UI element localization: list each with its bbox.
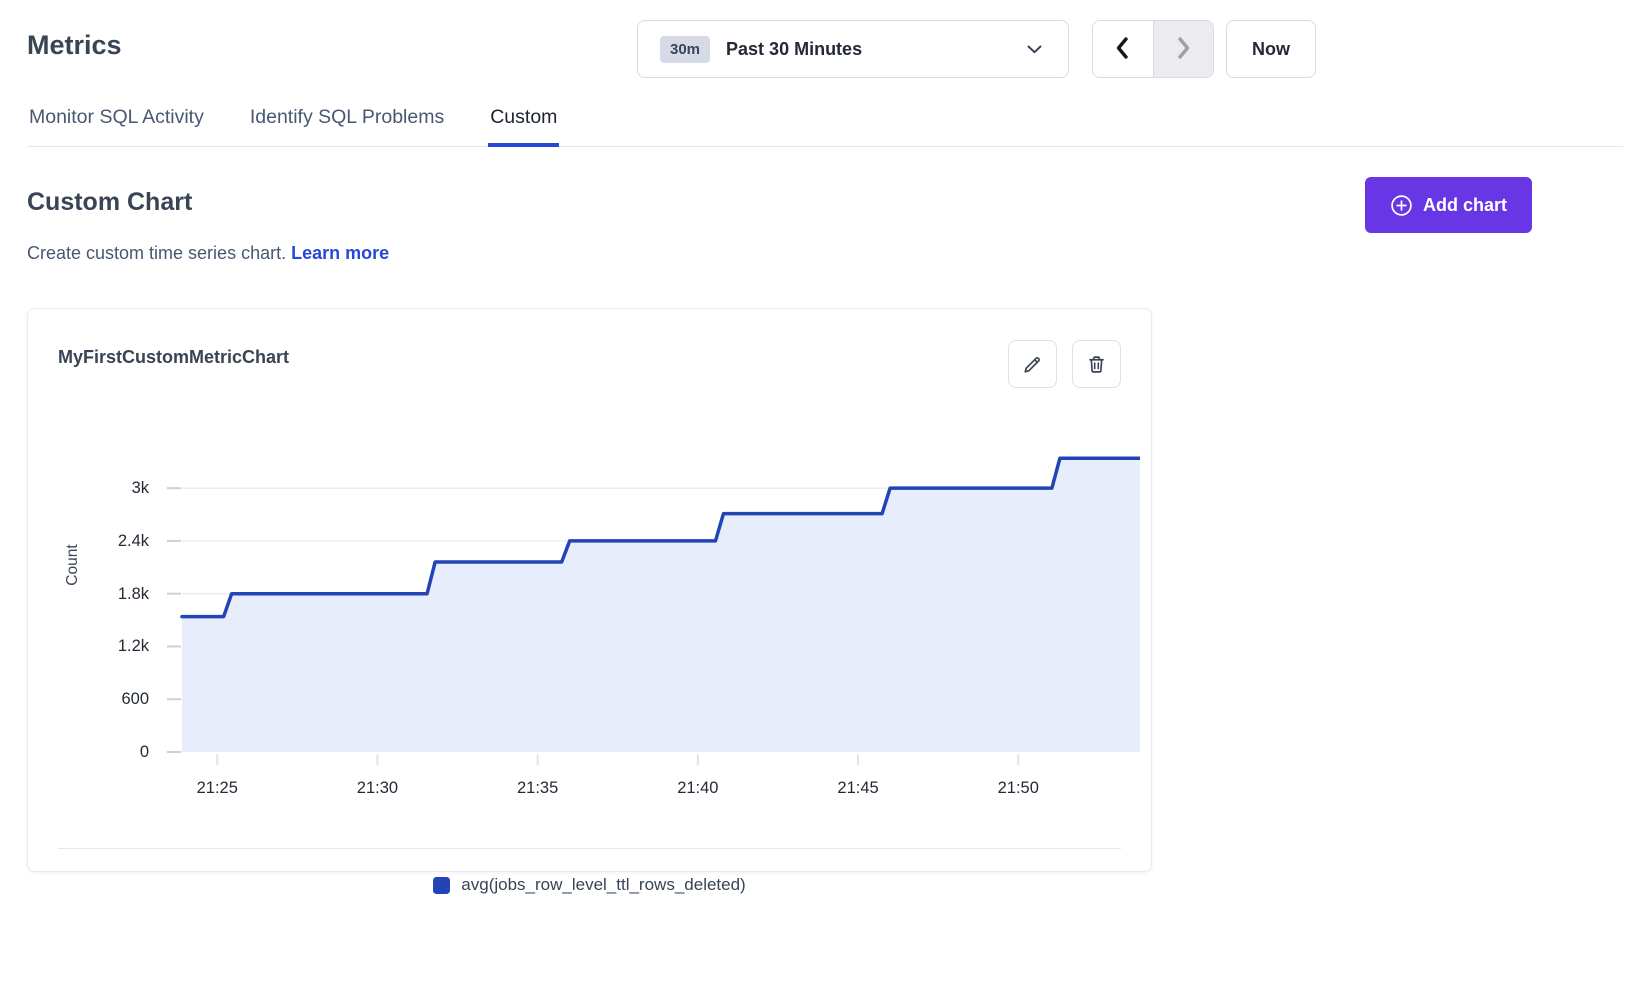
- plus-circle-icon: [1390, 194, 1413, 217]
- chart-legend: avg(jobs_row_level_ttl_rows_deleted): [28, 871, 1151, 899]
- y-tick-label: 2.4k: [68, 530, 149, 552]
- add-chart-label: Add chart: [1423, 195, 1507, 216]
- legend-swatch: [433, 877, 450, 894]
- learn-more-link[interactable]: Learn more: [291, 243, 389, 263]
- section-description: Create custom time series chart. Learn m…: [27, 243, 389, 264]
- chevron-left-icon: [1111, 34, 1135, 65]
- x-tick-label: 21:30: [357, 779, 398, 796]
- delete-chart-button[interactable]: [1072, 340, 1121, 388]
- next-interval-button[interactable]: [1153, 21, 1214, 77]
- add-chart-button[interactable]: Add chart: [1365, 177, 1532, 233]
- now-button[interactable]: Now: [1226, 20, 1316, 78]
- custom-chart-card: MyFirstCustomMetricChart Count 06001.2k1…: [27, 308, 1152, 872]
- time-range-label: Past 30 Minutes: [726, 39, 862, 60]
- pencil-icon: [1022, 354, 1043, 375]
- legend-divider: [58, 848, 1121, 849]
- y-tick-label: 1.8k: [68, 583, 149, 605]
- time-range-badge: 30m: [660, 36, 710, 63]
- y-tick-label: 600: [68, 688, 149, 710]
- y-tick-label: 3k: [68, 477, 149, 499]
- section-heading: Custom Chart: [27, 188, 192, 217]
- tab-custom[interactable]: Custom: [488, 102, 559, 146]
- y-tick-label: 1.2k: [68, 635, 149, 657]
- description-text: Create custom time series chart.: [27, 243, 286, 263]
- previous-interval-button[interactable]: [1093, 21, 1153, 77]
- y-axis-tick-labels: 0 600 1.2k 1.8k 2.4k 3k: [68, 426, 149, 796]
- chart-title: MyFirstCustomMetricChart: [58, 347, 289, 368]
- tab-identify-sql-problems[interactable]: Identify SQL Problems: [248, 102, 446, 146]
- edit-chart-button[interactable]: [1008, 340, 1057, 388]
- custom-chart-plot[interactable]: 21:25 21:30 21:35 21:40 21:45 21:50: [167, 426, 1140, 796]
- x-tick-label: 21:45: [837, 779, 878, 796]
- x-tick-label: 21:40: [677, 779, 718, 796]
- x-tick-label: 21:25: [197, 779, 238, 796]
- series-area: [182, 458, 1140, 752]
- metrics-page: Metrics 30m Past 30 Minutes Now Monitor …: [0, 0, 1650, 982]
- tab-monitor-sql-activity[interactable]: Monitor SQL Activity: [27, 102, 206, 146]
- page-title: Metrics: [27, 30, 122, 61]
- y-tick-label: 0: [68, 741, 149, 763]
- metrics-tabs: Monitor SQL Activity Identify SQL Proble…: [27, 102, 1623, 147]
- time-step-button-group: [1092, 20, 1214, 78]
- x-tick-label: 21:50: [998, 779, 1039, 796]
- trash-icon: [1086, 354, 1107, 375]
- time-range-dropdown[interactable]: 30m Past 30 Minutes: [637, 20, 1069, 78]
- chevron-down-icon: [1027, 45, 1042, 54]
- legend-series-label: avg(jobs_row_level_ttl_rows_deleted): [461, 875, 745, 895]
- chevron-right-icon: [1171, 34, 1195, 65]
- x-tick-label: 21:35: [517, 779, 558, 796]
